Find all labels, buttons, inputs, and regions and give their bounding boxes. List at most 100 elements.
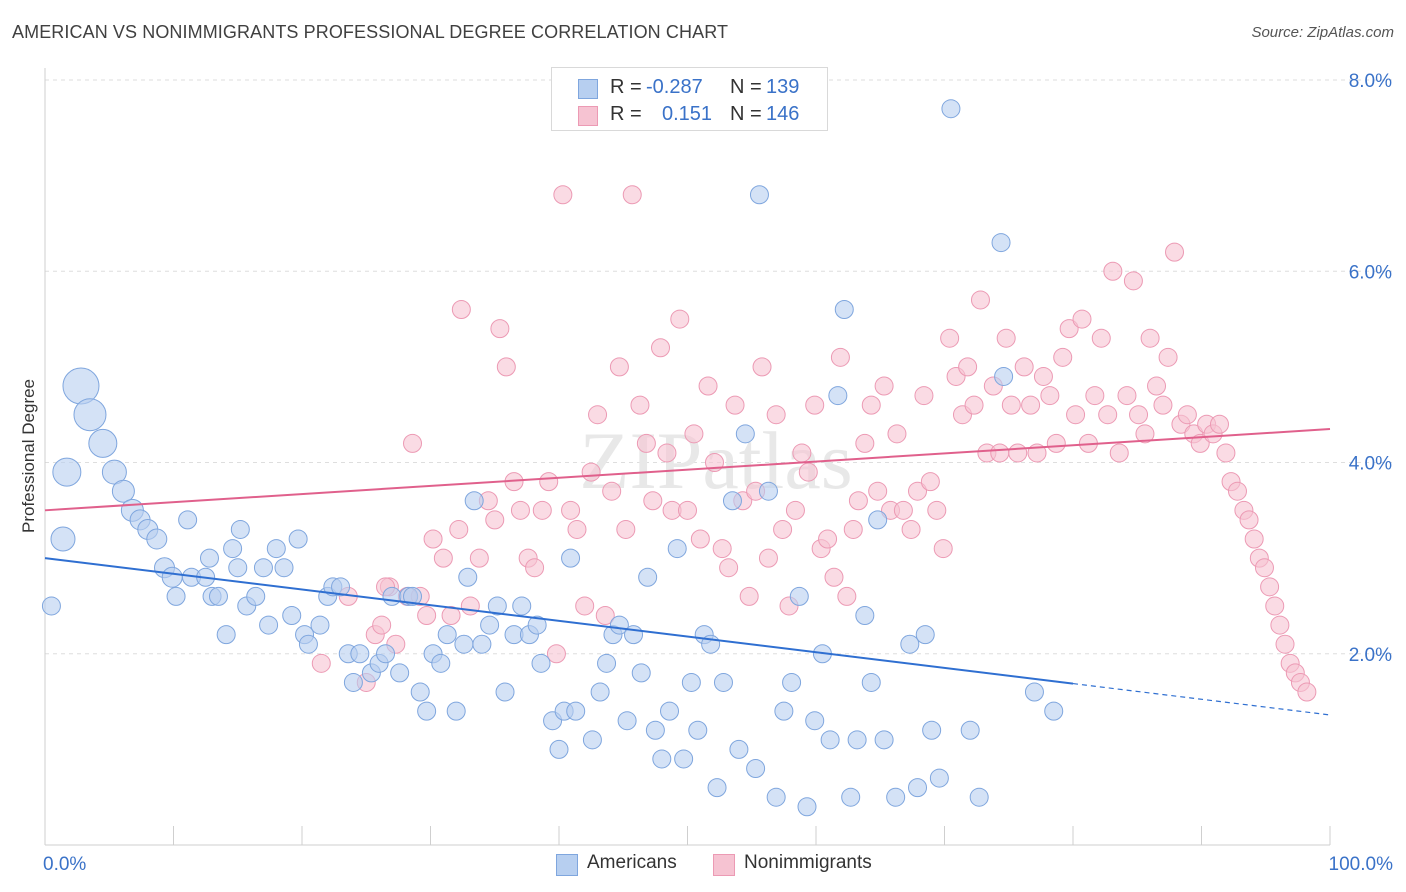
nonimmigrants-point	[1053, 347, 1073, 367]
nonimmigrants-point	[908, 481, 928, 501]
nonimmigrants-point	[575, 596, 595, 616]
americans-point	[969, 787, 989, 807]
nonimmigrants-point	[964, 395, 984, 415]
americans-point	[310, 615, 330, 635]
nonimmigrants-point	[561, 500, 581, 520]
nonimmigrants-point	[532, 500, 552, 520]
nonimmigrants-point	[616, 519, 636, 539]
nonimmigrants-point	[441, 606, 461, 625]
nonimmigrants-point	[818, 529, 838, 549]
americans-point	[161, 566, 183, 588]
americans-point	[403, 586, 423, 606]
americans-point	[681, 672, 701, 692]
americans-point	[73, 398, 107, 432]
americans-point	[331, 577, 351, 597]
nonimmigrants-point	[1265, 596, 1285, 616]
americans-point	[991, 233, 1011, 253]
americans-point	[166, 586, 186, 606]
legend-r-value: 0.151	[662, 103, 713, 125]
americans-point	[652, 749, 672, 769]
nonimmigrants-point	[630, 395, 650, 415]
americans-legend-label: Americans	[587, 852, 677, 873]
x-tick-label: 100.0%	[1329, 854, 1394, 875]
nonimmigrants-legend-swatch	[713, 854, 735, 876]
americans-point	[660, 701, 680, 721]
americans-point	[631, 663, 651, 683]
nonimmigrants-point	[1008, 443, 1028, 463]
americans-point	[874, 730, 894, 750]
americans-point	[266, 539, 286, 559]
americans-point	[847, 730, 867, 750]
nonimmigrants-point	[546, 644, 566, 664]
nonimmigrants-point	[469, 548, 489, 568]
americans-point	[915, 625, 935, 645]
nonimmigrants-point	[651, 338, 671, 358]
americans-point	[446, 701, 466, 721]
nonimmigrants-point	[490, 319, 510, 339]
americans-point	[350, 644, 370, 664]
americans-point	[52, 457, 82, 487]
americans-point	[828, 386, 848, 406]
americans-point	[259, 615, 279, 635]
americans-point	[868, 510, 888, 530]
americans-point	[288, 529, 308, 549]
nonimmigrants-point	[1046, 433, 1066, 453]
americans-point	[841, 787, 861, 807]
tick-labels: 2.0% 4.0% 6.0% 8.0% 0.0% 100.0%	[43, 71, 1393, 875]
americans-point	[480, 615, 500, 635]
nonimmigrants-point	[1227, 481, 1247, 501]
y-tick-label: 2.0%	[1349, 645, 1392, 666]
americans-point	[922, 720, 942, 740]
americans-point	[729, 739, 749, 759]
nonimmigrants-point	[1021, 395, 1041, 415]
nonimmigrants-point	[433, 548, 453, 568]
axes	[44, 68, 1331, 846]
americans-point	[527, 615, 547, 635]
americans-point	[782, 672, 802, 692]
nonimmigrants-point	[920, 472, 940, 492]
americans-point	[495, 682, 515, 702]
nonimmigrants-point	[1123, 271, 1143, 291]
americans-point	[417, 701, 437, 721]
americans-point	[749, 185, 769, 205]
nonimmigrants-point	[1216, 443, 1236, 463]
americans-point	[834, 300, 854, 319]
americans-point	[789, 586, 809, 606]
americans-point	[667, 539, 687, 559]
americans-point	[376, 644, 396, 664]
nonimmigrants-point	[622, 185, 642, 205]
nonimmigrants-point	[712, 539, 732, 559]
nonimmigrants-point	[1014, 357, 1034, 377]
americans-point	[805, 711, 825, 731]
americans-trend-extension	[1072, 682, 1331, 716]
nonimmigrants-point	[893, 500, 913, 520]
nonimmigrants-point	[970, 290, 990, 310]
americans-point	[820, 730, 840, 750]
nonimmigrants-point	[927, 500, 947, 520]
nonimmigrants-point	[830, 347, 850, 367]
americans-point	[146, 528, 168, 550]
americans-point	[111, 479, 135, 503]
nonimmigrants-point	[1001, 395, 1021, 415]
americans-point	[487, 596, 507, 616]
americans-point	[746, 759, 766, 778]
nonimmigrants-point	[588, 405, 608, 425]
americans-point	[797, 797, 817, 817]
nonimmigrants-point	[525, 558, 545, 578]
nonimmigrants-point	[933, 539, 953, 559]
nonimmigrants-point	[785, 500, 805, 520]
nonimmigrants-point	[1147, 376, 1167, 396]
americans-point	[908, 778, 928, 798]
nonimmigrants-point	[1153, 395, 1173, 415]
americans-point	[735, 424, 755, 444]
nonimmigrants-point	[690, 529, 710, 549]
nonimmigrants-point	[725, 395, 745, 415]
nonimmigrants-point	[837, 586, 857, 606]
americans-point	[861, 672, 881, 692]
legend-r-value: -0.287	[646, 76, 703, 98]
americans-point	[343, 672, 363, 692]
legend-n-label: N =	[730, 103, 762, 125]
nonimmigrants-point	[1244, 529, 1264, 549]
nonimmigrants-point	[496, 357, 516, 377]
americans-point	[900, 634, 920, 654]
